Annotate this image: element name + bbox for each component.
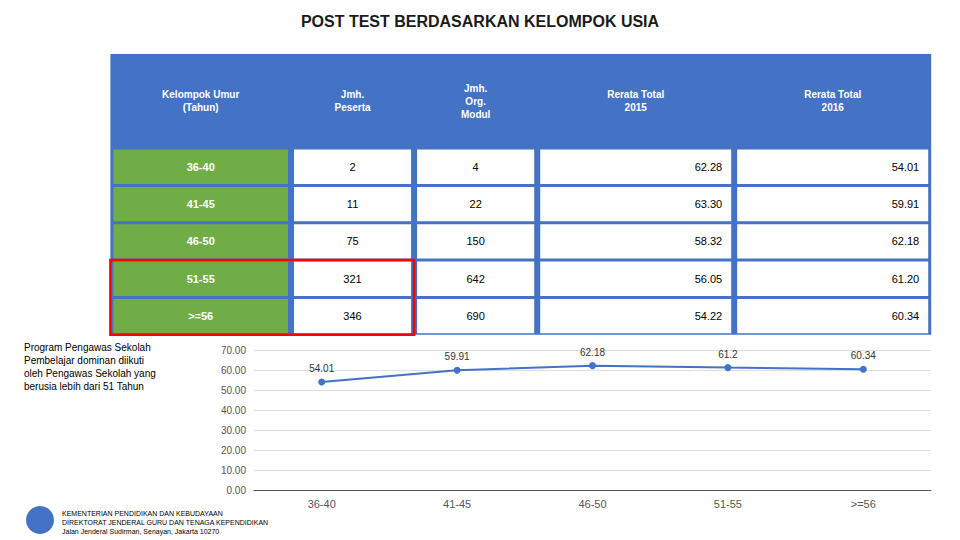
svg-text:Pembelajar dominan diikuti: Pembelajar dominan diikuti (24, 355, 144, 366)
svg-text:642: 642 (466, 273, 484, 285)
svg-text:4: 4 (473, 161, 479, 173)
svg-text:63.30: 63.30 (695, 198, 723, 210)
svg-text:41-45: 41-45 (443, 498, 471, 510)
svg-text:54.01: 54.01 (309, 363, 334, 374)
svg-text:51-55: 51-55 (187, 273, 215, 285)
svg-text:2: 2 (349, 161, 355, 173)
svg-text:Modul: Modul (461, 109, 491, 120)
svg-text:46-50: 46-50 (578, 498, 606, 510)
svg-text:36-40: 36-40 (308, 498, 336, 510)
svg-text:60.34: 60.34 (851, 350, 876, 361)
svg-text:Jalan Jenderal Sudirman, Senay: Jalan Jenderal Sudirman, Senayan, Jakart… (62, 528, 219, 536)
svg-text:50.00: 50.00 (221, 385, 246, 396)
svg-text:61.20: 61.20 (892, 273, 920, 285)
svg-text:DIREKTORAT JENDERAL GURU DAN T: DIREKTORAT JENDERAL GURU DAN TENAGA KEPE… (62, 519, 268, 526)
svg-text:22: 22 (470, 198, 482, 210)
svg-text:berusia lebih dari 51 Tahun: berusia lebih dari 51 Tahun (24, 381, 144, 392)
svg-text:690: 690 (466, 310, 484, 322)
svg-text:58.32: 58.32 (695, 235, 723, 247)
svg-text:75: 75 (346, 235, 358, 247)
svg-text:62.18: 62.18 (892, 235, 920, 247)
svg-text:59.91: 59.91 (445, 351, 470, 362)
svg-text:62.28: 62.28 (695, 161, 723, 173)
svg-text:10.00: 10.00 (221, 465, 246, 476)
svg-text:KEMENTERIAN PENDIDIKAN DAN KEB: KEMENTERIAN PENDIDIKAN DAN KEBUDAYAAN (62, 510, 223, 517)
svg-text:2016: 2016 (822, 102, 845, 113)
svg-text:Rerata Total: Rerata Total (804, 89, 861, 100)
svg-text:Program Pengawas Sekolah: Program Pengawas Sekolah (24, 342, 151, 353)
svg-text:Rerata Total: Rerata Total (607, 89, 664, 100)
svg-text:54.01: 54.01 (892, 161, 920, 173)
svg-text:0.00: 0.00 (227, 485, 247, 496)
svg-text:61.2: 61.2 (718, 349, 738, 360)
svg-text:>=56: >=56 (188, 310, 213, 322)
svg-text:oleh Pengawas Sekolah yang: oleh Pengawas Sekolah yang (24, 368, 156, 379)
svg-text:Jmh.: Jmh. (464, 83, 488, 94)
svg-text:36-40: 36-40 (187, 161, 215, 173)
svg-text:30.00: 30.00 (221, 425, 246, 436)
svg-text:46-50: 46-50 (187, 235, 215, 247)
svg-text:2015: 2015 (625, 102, 648, 113)
svg-text:>=56: >=56 (851, 498, 876, 510)
svg-text:Peserta: Peserta (334, 102, 371, 113)
svg-text:Org.: Org. (465, 96, 486, 107)
svg-text:56.05: 56.05 (695, 273, 723, 285)
svg-text:20.00: 20.00 (221, 445, 246, 456)
svg-text:70.00: 70.00 (221, 345, 246, 356)
svg-text:321: 321 (343, 273, 361, 285)
svg-text:51-55: 51-55 (714, 498, 742, 510)
svg-text:60.34: 60.34 (892, 310, 920, 322)
svg-text:11: 11 (347, 198, 358, 210)
svg-text:40.00: 40.00 (221, 405, 246, 416)
svg-text:59.91: 59.91 (892, 198, 920, 210)
svg-text:150: 150 (466, 235, 484, 247)
svg-text:Kelompok Umur: Kelompok Umur (162, 89, 239, 100)
svg-text:346: 346 (343, 310, 361, 322)
svg-text:(Tahun): (Tahun) (183, 102, 219, 113)
svg-text:41-45: 41-45 (187, 198, 215, 210)
svg-text:60.00: 60.00 (221, 365, 246, 376)
svg-text:62.18: 62.18 (580, 347, 605, 358)
svg-text:54.22: 54.22 (695, 310, 723, 322)
svg-text:POST TEST BERDASARKAN KELOMPOK: POST TEST BERDASARKAN KELOMPOK USIA (301, 13, 660, 30)
svg-text:Jmh.: Jmh. (341, 89, 365, 100)
